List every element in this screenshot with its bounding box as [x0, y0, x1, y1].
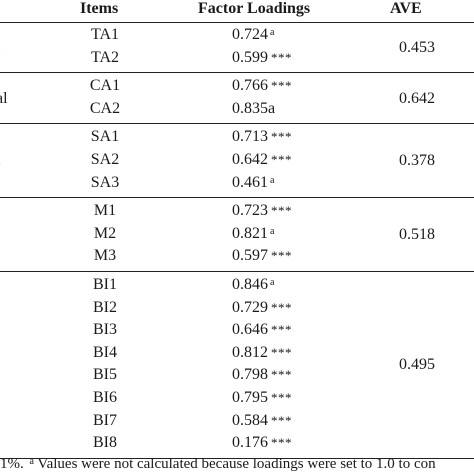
ave-cell: 0.642	[399, 89, 435, 107]
loading-value: 0.642	[232, 151, 268, 168]
significance-stars: ***	[271, 390, 292, 405]
loading-value: 0.646	[232, 321, 268, 339]
factor-loading-cell: 0.729 ***	[200, 298, 360, 318]
header-items: Items	[80, 0, 119, 17]
item-cell: BI6	[93, 389, 117, 406]
significance-stars: ***	[271, 344, 292, 360]
factor-loading-cell: 0.724 a	[200, 25, 360, 45]
item-cell: BI5	[93, 366, 117, 384]
ave-cell: 0.378	[399, 152, 435, 170]
item-cell: SA3	[90, 173, 120, 191]
item-cell: BI8	[93, 434, 117, 452]
group-divider	[0, 123, 474, 125]
significance-stars: ***	[271, 248, 292, 264]
item-cell: BI4	[93, 343, 117, 361]
factor-loading-cell: 0.812 ***	[200, 343, 360, 363]
header-factor-loadings: Factor Loadings	[198, 0, 311, 17]
ave-cell: 0.495	[399, 356, 435, 374]
factor-loading-cell: 0.723 ***	[200, 201, 360, 221]
construct-label: l	[0, 38, 26, 58]
loading-value: 0.846	[232, 276, 268, 293]
footnote-mark: a	[29, 456, 34, 467]
significance-stars: ***	[271, 203, 292, 219]
ave-cell: 0.453	[399, 38, 435, 56]
factor-loading-cell: 0.821 a	[200, 224, 360, 244]
item-cell: M2	[93, 224, 117, 242]
construct-label: al	[0, 89, 8, 107]
factor-loading-cell: 0.584 ***	[200, 411, 360, 431]
footnote-marker: a	[270, 277, 275, 288]
header-rule	[0, 22, 474, 23]
item-cell: BI3	[93, 321, 117, 339]
group-divider	[0, 197, 474, 199]
loading-value: 0.597	[232, 247, 268, 265]
header-ave: AVE	[390, 0, 422, 17]
item-cell: SA1	[90, 128, 120, 146]
item-cell: CA1	[89, 77, 121, 95]
item-cell: BI1	[93, 276, 117, 293]
factor-loading-cell: 0.597 ***	[200, 246, 360, 266]
loading-value: 0.724	[232, 26, 268, 43]
item-cell: BI2	[93, 298, 117, 316]
item-cell: CA2	[89, 99, 121, 117]
item-cell: TA1	[90, 26, 120, 43]
significance-stars: ***	[271, 412, 292, 428]
loading-value: 0.835a	[232, 99, 276, 117]
factor-loading-cell: 0.766 ***	[200, 76, 360, 96]
footnote-marker: a	[270, 225, 275, 237]
loading-value: 0.812	[232, 343, 268, 361]
significance-stars: ***	[271, 435, 292, 451]
significance-stars: ***	[271, 129, 292, 145]
ave-cell: 0.518	[399, 226, 435, 244]
factor-loading-cell: 0.646 ***	[200, 320, 360, 340]
loading-value: 0.723	[232, 202, 268, 220]
factor-loading-cell: 0.713 ***	[200, 127, 360, 147]
item-cell: M1	[93, 202, 117, 220]
significance-stars: ***	[271, 299, 292, 315]
footnote-marker: a	[270, 174, 275, 186]
table-footnote: 1%. a Values were not calculated because…	[0, 454, 474, 474]
construct-label: l	[0, 151, 26, 171]
loading-value: 0.798	[232, 366, 268, 384]
loading-value: 0.599	[232, 48, 268, 66]
item-cell: M3	[93, 247, 117, 265]
group-divider	[0, 271, 474, 272]
factor-loading-cell: 0.846 a	[200, 275, 360, 295]
factor-loading-cell: 0.835a	[200, 99, 360, 119]
loading-value: 0.795	[232, 389, 268, 406]
group-divider	[0, 72, 474, 74]
factor-loading-cell: 0.176 ***	[200, 433, 360, 453]
footnote-text: Values were not calculated because loadi…	[33, 456, 436, 472]
significance-stars: ***	[271, 49, 292, 65]
footnote-prefix: 1%.	[0, 456, 28, 472]
significance-stars: ***	[271, 78, 292, 94]
item-cell: SA2	[90, 151, 120, 168]
factor-loading-cell: 0.461 a	[200, 173, 360, 193]
loading-value: 0.461	[232, 173, 268, 191]
factor-loading-cell: 0.795 ***	[200, 388, 360, 408]
group-divider	[0, 457, 474, 459]
factor-loading-cell: 0.599 ***	[200, 48, 360, 68]
loading-value: 0.713	[232, 128, 268, 146]
factor-loading-cell: 0.642 ***	[200, 150, 360, 170]
item-cell: TA2	[90, 48, 120, 66]
loading-value: 0.821	[232, 224, 268, 242]
significance-stars: ***	[271, 322, 292, 338]
loading-value: 0.766	[232, 77, 268, 95]
significance-stars: ***	[271, 152, 292, 167]
footnote-marker: a	[270, 27, 275, 38]
loading-value: 0.584	[232, 411, 268, 429]
item-cell: BI7	[93, 411, 117, 429]
loading-value: 0.729	[232, 298, 268, 316]
loading-value: 0.176	[232, 434, 268, 452]
significance-stars: ***	[271, 367, 292, 383]
factor-loading-cell: 0.798 ***	[200, 365, 360, 385]
